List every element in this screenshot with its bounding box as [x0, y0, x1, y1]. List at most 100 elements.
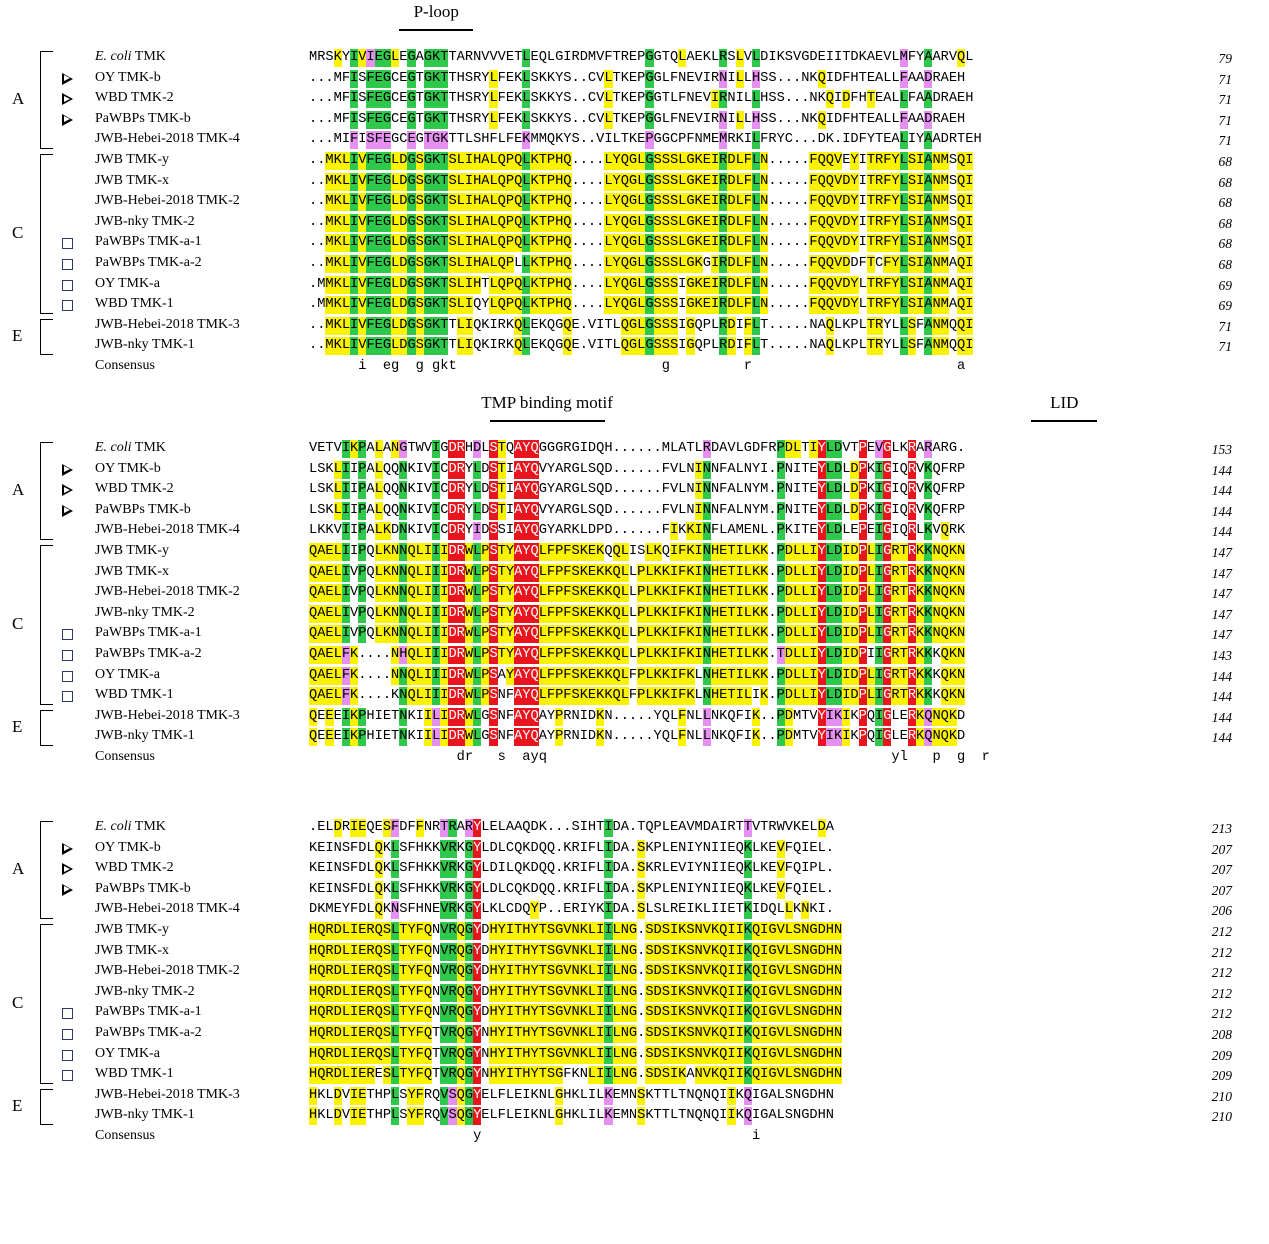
- sequence-row: OY TMK-b LSKLIIPALQQNKIVICDRYLDSTIAYQVYAR…: [0, 460, 1269, 481]
- consensus-label: Consensus: [95, 749, 155, 764]
- sequence-name: JWB-nky TMK-1: [95, 728, 195, 744]
- sequence-row: JWB TMK-x QAELIVPQLKNNQLIIIDRWLPSTYAYQLFP…: [0, 563, 1269, 584]
- sequence-name: PaWBPs TMK-a-2: [95, 646, 202, 661]
- sequence-residues: QAELIVPQLKNNQLIIIDRWLPSTYAYQLFPFSKEKKQLL…: [309, 563, 966, 582]
- open-triangle-icon: [62, 842, 73, 855]
- sequence-name: JWB-nky TMK-1: [95, 337, 195, 353]
- sequence-residues: QAELIVPQLKNNQLIIIDRWLPSTYAYQLFPFSKEKKQLL…: [309, 625, 966, 644]
- sequence-row: PaWBPs TMK-a-2 HQRDLIERQSLTYFQTVRQGYNHYIT…: [0, 1024, 1269, 1045]
- sequence-residues: ..MKLIVFEGLDGSGKTSLIHALQPQLKTPHQ....LYQG…: [309, 193, 974, 212]
- sequence-residues: ..MKLIVFEGLDGSGKTSLIHALQPQLKTPHQ....LYQG…: [309, 213, 974, 232]
- sequence-row: WBD TMK-1 HQRDLIERESLTYFQTVRQGYNHYITHYTSG…: [0, 1065, 1269, 1086]
- sequence-name: JWB TMK-y: [95, 543, 170, 558]
- residue-count: 71: [1218, 112, 1233, 128]
- group-bracket: [40, 442, 53, 540]
- motif-bar: [1031, 420, 1098, 422]
- sequence-name: JWB-Hebei-2018 TMK-2: [95, 963, 240, 979]
- motif-bar: [399, 29, 474, 31]
- consensus-residues: dr s ayq yl p g r: [456, 750, 990, 765]
- sequence-residues: ..MKLIVFEGLDGSGKTTLIQKIRKQLEKQGQE.VITLQG…: [309, 337, 974, 356]
- sequence-name: JWB-nky TMK-2: [95, 213, 195, 229]
- sequence-name: OY TMK-b: [95, 69, 161, 85]
- sequence-row: JWB-Hebei-2018 TMK-4 ...MIFISFEGCEGTGKTTL…: [0, 130, 1269, 151]
- sequence-row: JWB-Hebei-2018 TMK-2 HQRDLIERQSLTYFQNVRQG…: [0, 962, 1269, 983]
- group-bracket: [40, 545, 53, 705]
- sequence-name: JWB-Hebei-2018 TMK-3: [95, 316, 240, 332]
- group-label: C: [12, 613, 24, 633]
- sequence-row: PaWBPs TMK-a-1 ..MKLIVFEGLDGSGKTSLIHALQPQ…: [0, 233, 1269, 254]
- sequence-name: OY TMK-b: [95, 460, 161, 476]
- residue-count: 206: [1211, 903, 1232, 919]
- sequence-row: WBD TMK-1 QAELFK....KNQLIIIDRWLPSNFAYQLFP…: [0, 686, 1269, 707]
- residue-count: 153: [1211, 442, 1232, 457]
- sequence-residues: HQRDLIERQSLTYFQNVRQGYDHYITHYTSGVNKLIILNG…: [309, 942, 843, 961]
- residue-count: 71: [1218, 339, 1233, 355]
- group-label: E: [12, 1095, 23, 1115]
- sequence-residues: KEINSFDLQKLSFHKKVRKGYLDLCQKDQQ.KRIFLIDA.…: [309, 880, 835, 899]
- residue-count: 212: [1211, 924, 1232, 939]
- residue-count: 144: [1211, 730, 1232, 746]
- residue-count: 207: [1211, 841, 1232, 857]
- sequence-name: WBD TMK-2: [95, 860, 174, 876]
- sequence-name: WBD TMK-1: [95, 296, 174, 312]
- sequence-row: JWB-Hebei-2018 TMK-4 DKMEYFDLQKNSFHNEVRKG…: [0, 900, 1269, 921]
- open-triangle-icon: [62, 93, 73, 106]
- sequence-residues: HQRDLIERQSLTYFQNVRQGYDHYITHYTSGVNKLIILNG…: [309, 1004, 843, 1023]
- sequence-row: OY TMK-a QAELFK....NNQLIIIDRWLPSAYAYQLFPF…: [0, 666, 1269, 687]
- group-label: A: [12, 89, 25, 108]
- sequence-name: JWB-Hebei-2018 TMK-3: [95, 707, 240, 723]
- motif-label: LID: [1050, 393, 1079, 412]
- sequence-row: JWB-Hebei-2018 TMK-3 QEEEIKPHIETNKIILIDRW…: [0, 707, 1269, 728]
- sequence-row: JWB TMK-y HQRDLIERQSLTYFQNVRQGYDHYITHYTSG…: [0, 921, 1269, 942]
- group-label: A: [12, 859, 25, 878]
- open-square-icon: [62, 650, 73, 661]
- open-square-icon: [62, 300, 73, 312]
- residue-count: 143: [1211, 648, 1232, 663]
- sequence-name: E. coli TMK: [95, 49, 166, 64]
- residue-count: 71: [1218, 92, 1233, 108]
- residue-count: 144: [1211, 462, 1232, 478]
- sequence-row: OY TMK-b KEINSFDLQKLSFHKKVRKGYLDLCQKDQQ.K…: [0, 839, 1269, 860]
- sequence-residues: HQRDLIERQSLTYFQNVRQGYDHYITHYTSGVNKLIILNG…: [309, 963, 843, 982]
- residue-count: 212: [1211, 965, 1232, 981]
- group-label: A: [12, 480, 25, 499]
- motif-label: TMP binding motif: [481, 393, 613, 412]
- residue-count: 68: [1218, 215, 1233, 231]
- sequence-residues: .MMKLIVFEGLDGSGKTSLIHTLQPQLKTPHQ....LYQG…: [309, 275, 974, 294]
- sequence-row: PaWBPs TMK-b ...MFISFEGCEGTGKTTHSRYLFEKLS…: [0, 110, 1269, 131]
- sequence-row: WBD TMK-2 LSKLIIPALQQNKIVICDRYLDSTIAYQGYA…: [0, 480, 1269, 501]
- sequence-row: JWB-nky TMK-2 HQRDLIERQSLTYFQNVRQGYDHYITH…: [0, 983, 1269, 1004]
- sequence-name: PaWBPs TMK-a-1: [95, 234, 202, 250]
- sequence-residues: ...MFISFEGCEGTGKTTHSRYLFEKLSKKYS..CVLTKE…: [309, 90, 974, 109]
- sequence-row: JWB-nky TMK-1 QEEEIKPHIETNKIILIDRWLGSNFAY…: [0, 727, 1269, 748]
- sequence-residues: QAELFK....NNQLIIIDRWLPSAYAYQLFPFSKEKKQLF…: [309, 666, 966, 685]
- sequence-name: JWB-nky TMK-2: [95, 983, 195, 999]
- sequence-residues: LSKLIIPALQQNKIVICDRYLDSTIAYQVYARGLSQD...…: [309, 460, 966, 479]
- sequence-row: E. coli TMK .ELDRIEQESFDFFNRTRARYLELAAQDK…: [0, 818, 1269, 839]
- consensus-label: Consensus: [95, 358, 155, 373]
- open-square-icon: [62, 1049, 73, 1061]
- sequence-residues: QEEEIKPHIETNKIILIDRWLGSNFAYQAYPRNIDKN...…: [309, 728, 966, 747]
- open-triangle-icon: [62, 863, 73, 876]
- residue-count: 212: [1211, 1006, 1232, 1022]
- sequence-name: PaWBPs TMK-b: [95, 501, 191, 517]
- sequence-row: JWB-nky TMK-1 HKLDVIETHPLSYFRQVSQGYELFLEI…: [0, 1106, 1269, 1127]
- sequence-residues: .MMKLIVFEGLDGSGKTSLIQYLQPQLKTPHQ....LYQG…: [309, 296, 974, 315]
- sequence-residues: QEEEIKPHIETNKIILIDRWLGSNFAYQAYPRNIDKN...…: [309, 707, 966, 726]
- sequence-name: JWB-Hebei-2018 TMK-3: [95, 1086, 240, 1102]
- sequence-name: OY TMK-a: [95, 666, 160, 682]
- sequence-row: JWB-Hebei-2018 TMK-4 LKKVIIPALKDNKIVICDRY…: [0, 521, 1269, 542]
- sequence-name: PaWBPs TMK-b: [95, 880, 191, 896]
- open-square-icon: [62, 238, 73, 250]
- residue-count: 147: [1211, 565, 1232, 581]
- sequence-name: OY TMK-b: [95, 839, 161, 855]
- open-square-icon: [62, 1008, 73, 1020]
- sequence-residues: ...MFISFEGCEGTGKTTHSRYLFEKLSKKYS..CVLTKE…: [309, 110, 966, 129]
- residue-count: 144: [1211, 503, 1232, 519]
- residue-count: 212: [1211, 944, 1232, 960]
- residue-count: 69: [1218, 298, 1233, 314]
- open-square-icon: [62, 259, 73, 270]
- sequence-residues: QAELFK....NHQLIIIDRWLPSTYAYQLFPFSKEKKQLL…: [309, 646, 966, 664]
- sequence-name: PaWBPs TMK-a-1: [95, 1004, 202, 1020]
